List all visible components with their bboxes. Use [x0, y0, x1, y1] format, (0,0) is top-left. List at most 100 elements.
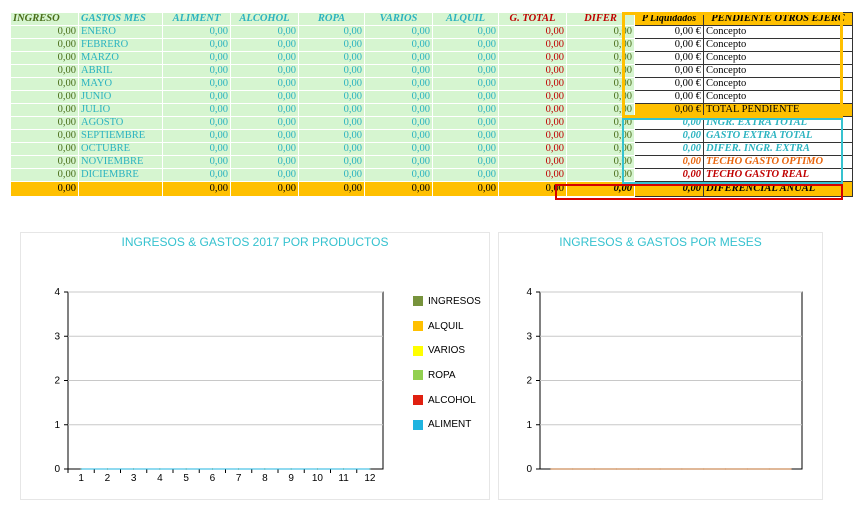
pendiente-amount[interactable]: 0,00 €: [634, 38, 704, 52]
value-cell[interactable]: 0,00: [162, 38, 231, 52]
pendiente-concept[interactable]: Concepto: [703, 25, 853, 39]
value-cell[interactable]: 0,00: [498, 142, 567, 156]
value-cell[interactable]: 0,00: [432, 77, 499, 91]
pendiente-concept[interactable]: Concepto: [703, 90, 853, 104]
pendiente-amount[interactable]: 0,00 €: [634, 77, 704, 91]
ingreso-cell[interactable]: 0,00: [10, 155, 79, 169]
value-cell[interactable]: 0,00: [432, 25, 499, 39]
value-cell[interactable]: 0,00: [364, 155, 433, 169]
value-cell[interactable]: 0,00: [298, 51, 365, 65]
value-cell[interactable]: 0,00: [162, 142, 231, 156]
value-cell[interactable]: 0,00: [432, 116, 499, 130]
value-cell[interactable]: 0,00: [566, 25, 635, 39]
value-cell[interactable]: 0,00: [298, 103, 365, 117]
value-cell[interactable]: 0,00: [364, 142, 433, 156]
value-cell[interactable]: 0,00: [498, 155, 567, 169]
value-cell[interactable]: 0,00: [498, 77, 567, 91]
value-cell[interactable]: 0,00: [298, 142, 365, 156]
ingreso-cell[interactable]: 0,00: [10, 129, 79, 143]
ingreso-cell[interactable]: 0,00: [10, 116, 79, 130]
value-cell[interactable]: 0,00: [566, 90, 635, 104]
value-cell[interactable]: 0,00: [364, 168, 433, 182]
value-cell[interactable]: 0,00: [230, 116, 299, 130]
value-cell[interactable]: 0,00: [432, 90, 499, 104]
value-cell[interactable]: 0,00: [432, 51, 499, 65]
ingreso-cell[interactable]: 0,00: [10, 77, 79, 91]
value-cell[interactable]: 0,00: [364, 103, 433, 117]
value-cell[interactable]: 0,00: [298, 25, 365, 39]
ingreso-cell[interactable]: 0,00: [10, 64, 79, 78]
value-cell[interactable]: 0,00: [298, 155, 365, 169]
ingreso-cell[interactable]: 0,00: [10, 38, 79, 52]
value-cell[interactable]: 0,00: [162, 25, 231, 39]
pendiente-concept[interactable]: Concepto: [703, 77, 853, 91]
value-cell[interactable]: 0,00: [432, 129, 499, 143]
value-cell[interactable]: 0,00: [498, 64, 567, 78]
value-cell[interactable]: 0,00: [364, 38, 433, 52]
value-cell[interactable]: 0,00: [566, 116, 635, 130]
value-cell[interactable]: 0,00: [498, 25, 567, 39]
value-cell[interactable]: 0,00: [498, 51, 567, 65]
value-cell[interactable]: 0,00: [364, 129, 433, 143]
value-cell[interactable]: 0,00: [566, 129, 635, 143]
value-cell[interactable]: 0,00: [566, 38, 635, 52]
value-cell[interactable]: 0,00: [498, 116, 567, 130]
ingreso-cell[interactable]: 0,00: [10, 25, 79, 39]
pendiente-amount[interactable]: 0,00 €: [634, 64, 704, 78]
value-cell[interactable]: 0,00: [162, 116, 231, 130]
value-cell[interactable]: 0,00: [230, 25, 299, 39]
value-cell[interactable]: 0,00: [230, 90, 299, 104]
value-cell[interactable]: 0,00: [162, 155, 231, 169]
value-cell[interactable]: 0,00: [364, 25, 433, 39]
value-cell[interactable]: 0,00: [162, 129, 231, 143]
value-cell[interactable]: 0,00: [298, 64, 365, 78]
pendiente-concept[interactable]: Concepto: [703, 51, 853, 65]
pendiente-amount[interactable]: 0,00 €: [634, 51, 704, 65]
chart-meses[interactable]: INGRESOS & GASTOS POR MESES 0 1 2 3 4: [498, 232, 823, 500]
value-cell[interactable]: 0,00: [230, 51, 299, 65]
value-cell[interactable]: 0,00: [498, 90, 567, 104]
value-cell[interactable]: 0,00: [230, 129, 299, 143]
value-cell[interactable]: 0,00: [298, 129, 365, 143]
value-cell[interactable]: 0,00: [566, 168, 635, 182]
value-cell[interactable]: 0,00: [230, 142, 299, 156]
pendiente-amount[interactable]: 0,00 €: [634, 25, 704, 39]
ingreso-cell[interactable]: 0,00: [10, 142, 79, 156]
value-cell[interactable]: 0,00: [230, 38, 299, 52]
ingreso-cell[interactable]: 0,00: [10, 51, 79, 65]
value-cell[interactable]: 0,00: [364, 90, 433, 104]
value-cell[interactable]: 0,00: [162, 64, 231, 78]
value-cell[interactable]: 0,00: [364, 64, 433, 78]
value-cell[interactable]: 0,00: [566, 51, 635, 65]
value-cell[interactable]: 0,00: [432, 168, 499, 182]
value-cell[interactable]: 0,00: [230, 168, 299, 182]
ingreso-cell[interactable]: 0,00: [10, 168, 79, 182]
value-cell[interactable]: 0,00: [566, 155, 635, 169]
value-cell[interactable]: 0,00: [364, 77, 433, 91]
value-cell[interactable]: 0,00: [364, 51, 433, 65]
value-cell[interactable]: 0,00: [432, 103, 499, 117]
value-cell[interactable]: 0,00: [230, 64, 299, 78]
value-cell[interactable]: 0,00: [432, 64, 499, 78]
value-cell[interactable]: 0,00: [566, 103, 635, 117]
value-cell[interactable]: 0,00: [230, 103, 299, 117]
value-cell[interactable]: 0,00: [162, 168, 231, 182]
value-cell[interactable]: 0,00: [432, 38, 499, 52]
pendiente-concept[interactable]: Concepto: [703, 38, 853, 52]
pendiente-concept[interactable]: Concepto: [703, 64, 853, 78]
ingreso-cell[interactable]: 0,00: [10, 103, 79, 117]
value-cell[interactable]: 0,00: [162, 90, 231, 104]
pendiente-amount[interactable]: 0,00 €: [634, 90, 704, 104]
value-cell[interactable]: 0,00: [230, 77, 299, 91]
value-cell[interactable]: 0,00: [432, 142, 499, 156]
value-cell[interactable]: 0,00: [298, 38, 365, 52]
value-cell[interactable]: 0,00: [162, 77, 231, 91]
value-cell[interactable]: 0,00: [498, 103, 567, 117]
value-cell[interactable]: 0,00: [498, 38, 567, 52]
value-cell[interactable]: 0,00: [162, 51, 231, 65]
value-cell[interactable]: 0,00: [298, 168, 365, 182]
value-cell[interactable]: 0,00: [364, 116, 433, 130]
value-cell[interactable]: 0,00: [498, 129, 567, 143]
value-cell[interactable]: 0,00: [298, 90, 365, 104]
